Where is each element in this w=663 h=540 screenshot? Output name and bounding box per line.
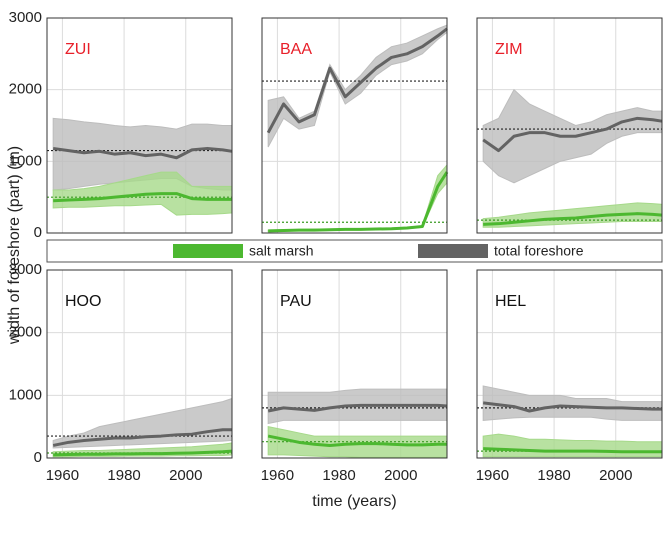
x-tick-label: 1980 [107, 467, 140, 484]
legend-label: salt marsh [249, 243, 314, 259]
legend-label: total foreshore [494, 243, 584, 259]
panel-border [261, 269, 448, 459]
y-tick-label: 0 [34, 449, 42, 466]
y-tick-label: 3000 [9, 261, 42, 278]
y-tick-label: 2000 [9, 81, 42, 98]
line [52, 146, 233, 160]
panel-border [46, 17, 233, 234]
x-tick-label: 1980 [322, 467, 355, 484]
panel-title: BAA [280, 41, 312, 58]
x-axis-label: time (years) [312, 493, 396, 510]
line [483, 212, 663, 226]
line [268, 171, 449, 233]
panel-title: HOO [65, 293, 101, 310]
x-tick-label: 2000 [599, 467, 632, 484]
y-tick-label: 3000 [9, 9, 42, 26]
x-tick-label: 2000 [169, 467, 202, 484]
x-tick-label: 1980 [537, 467, 570, 484]
panel-border [476, 269, 663, 459]
panel-title: ZIM [495, 41, 523, 58]
legend-swatch [173, 244, 243, 258]
line [483, 447, 662, 454]
panel-title: ZUI [65, 41, 91, 58]
line [53, 449, 233, 457]
line [266, 27, 448, 134]
y-axis-label: width of foreshore (part) (m) [6, 146, 23, 345]
panel-border [261, 17, 448, 234]
line [267, 403, 448, 413]
line [482, 401, 662, 413]
panel-title: HEL [495, 293, 526, 310]
panel-border [46, 269, 233, 459]
panel [262, 270, 447, 458]
y-tick-label: 1000 [9, 152, 42, 169]
x-tick-label: 1960 [46, 467, 79, 484]
panel-border [476, 17, 663, 234]
y-tick-label: 1000 [9, 386, 42, 403]
y-tick-label: 0 [34, 224, 42, 241]
panel-title: PAU [280, 293, 312, 310]
x-tick-label: 1960 [476, 467, 509, 484]
x-tick-label: 1960 [261, 467, 294, 484]
line [267, 434, 447, 447]
panel [477, 270, 662, 458]
line [53, 192, 232, 203]
line [52, 428, 232, 447]
legend-swatch [418, 244, 488, 258]
x-tick-label: 2000 [384, 467, 417, 484]
line [482, 116, 663, 153]
y-tick-label: 2000 [9, 324, 42, 341]
